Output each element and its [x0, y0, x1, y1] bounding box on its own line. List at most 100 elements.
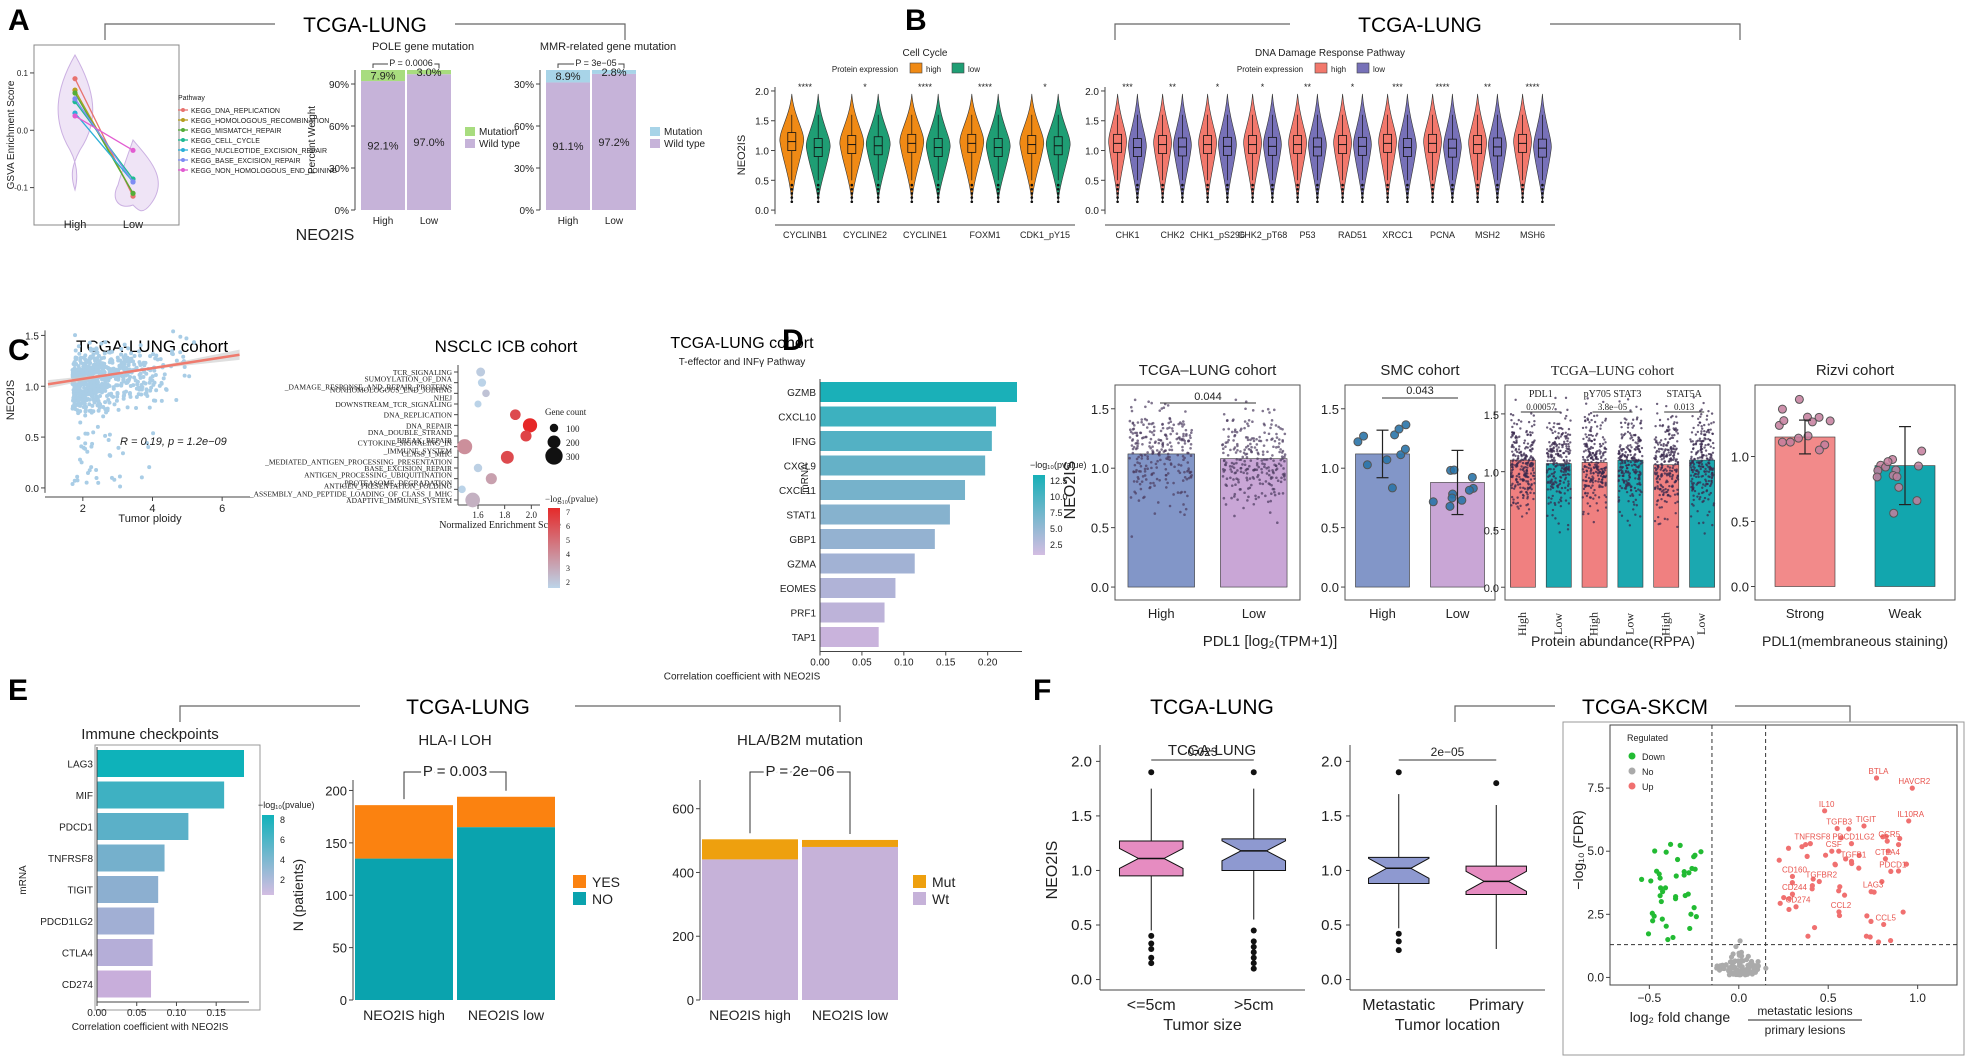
- d4-point: [1530, 462, 1533, 466]
- d4-point: [1510, 495, 1514, 499]
- c1-point: [94, 475, 99, 480]
- d3-point: [1401, 420, 1411, 430]
- d2-xtick-label: Low: [1242, 606, 1266, 621]
- d4-point: [1511, 460, 1514, 463]
- f1-ytick-label: 1.0: [1071, 862, 1092, 879]
- b1-xtick-label: CYCLINB1: [783, 230, 827, 240]
- d4-point: [1661, 464, 1664, 467]
- b2-outlier: [1521, 183, 1524, 187]
- b2-outlier: [1341, 196, 1344, 199]
- d1-legend-title: −log₁₀(pvalue): [1030, 460, 1087, 470]
- e3-title: HLA/B2M mutation: [737, 732, 863, 749]
- d2-point: [1189, 436, 1192, 440]
- b2-xtick-label: PCNA: [1430, 230, 1455, 240]
- d4-point: [1697, 461, 1701, 465]
- d2-point: [1226, 453, 1230, 457]
- d4-point: [1696, 457, 1700, 460]
- d4-point: [1659, 483, 1662, 487]
- d2-point: [1148, 430, 1152, 433]
- d4-point: [1582, 510, 1585, 514]
- c1-point: [83, 431, 88, 436]
- b1-outlier: [1030, 187, 1034, 191]
- e1-category-label: CTLA4: [62, 949, 94, 960]
- a1-legend-title: Pathway: [178, 95, 205, 102]
- c1-point: [114, 367, 119, 372]
- d2-point: [1245, 446, 1248, 449]
- header-d: TCGA-LUNG cohort: [670, 335, 814, 352]
- a1-ytick-label: 0.0: [17, 126, 29, 135]
- d4-point: [1552, 468, 1556, 471]
- d4-point: [1515, 480, 1519, 484]
- b1-outlier: [1030, 192, 1034, 195]
- d4-point: [1515, 464, 1519, 468]
- c1-point: [103, 433, 108, 438]
- d2-point: [1139, 470, 1142, 473]
- d2-point: [1246, 444, 1250, 448]
- f3-point-up: [1786, 896, 1792, 902]
- b2-outlier: [1406, 200, 1409, 204]
- d4-point: [1705, 430, 1708, 434]
- f3-point-up: [1789, 880, 1795, 886]
- d1-category-label: PRF1: [790, 609, 816, 620]
- c2-size-legend-dot: [547, 435, 561, 449]
- b2-outlier: [1136, 192, 1139, 195]
- c1-xtick-label: 2: [80, 503, 86, 515]
- d4-point: [1520, 515, 1524, 518]
- d4-point: [1567, 452, 1571, 456]
- d4-point: [1711, 441, 1715, 445]
- b2-outlier: [1316, 200, 1319, 204]
- d4-point: [1527, 420, 1531, 424]
- d4-point: [1698, 465, 1701, 468]
- f3-gene-label: CCL2: [1831, 901, 1852, 910]
- d4-point: [1710, 479, 1713, 482]
- d4-point: [1558, 482, 1562, 485]
- d4-point: [1569, 487, 1572, 491]
- d4-point: [1520, 465, 1523, 468]
- d4-point: [1532, 467, 1535, 470]
- d4-point: [1710, 456, 1713, 459]
- b2-outlier: [1136, 187, 1139, 191]
- c1-point: [182, 373, 187, 378]
- d4-point: [1672, 444, 1675, 447]
- d4-point: [1656, 481, 1660, 484]
- c1-point: [152, 368, 157, 373]
- d4-point: [1558, 531, 1561, 534]
- d4-point: [1629, 453, 1632, 457]
- d4-point: [1591, 451, 1594, 455]
- c2-xtick-label: 1.6: [472, 510, 484, 520]
- a1-violin-high: [57, 53, 94, 192]
- c1-point: [122, 342, 127, 347]
- f3-point-up: [1848, 841, 1855, 847]
- f3-point-no: [1736, 970, 1742, 977]
- d2-point: [1135, 431, 1139, 435]
- d4-point: [1529, 478, 1533, 481]
- d4-point: [1626, 519, 1629, 522]
- f1-outlier: [1148, 960, 1155, 967]
- d4-point: [1587, 466, 1590, 470]
- b1-outlier: [1056, 183, 1060, 187]
- d4-point: [1628, 524, 1632, 527]
- d4-point: [1618, 489, 1621, 493]
- c1-point: [134, 365, 139, 370]
- f3-gene-label: CD244: [1782, 883, 1807, 892]
- b2-outlier: [1521, 187, 1524, 191]
- b1-outlier: [936, 187, 940, 191]
- d2-point: [1140, 418, 1144, 421]
- d2-point: [1148, 445, 1151, 448]
- d4-point: [1533, 423, 1536, 427]
- d4-point: [1697, 475, 1700, 479]
- d4-point: [1659, 522, 1662, 525]
- a1-xtick-label: Low: [123, 219, 143, 231]
- d2-point: [1275, 476, 1278, 480]
- d4-point: [1569, 496, 1572, 500]
- d5-point: [1807, 417, 1817, 427]
- e2-ytick-label: 100: [325, 888, 347, 903]
- d4-point: [1640, 426, 1643, 430]
- c1-point: [187, 374, 192, 379]
- d4-point: [1587, 476, 1591, 480]
- d4-point: [1557, 432, 1560, 435]
- d2-point: [1270, 492, 1273, 496]
- d4-point: [1604, 441, 1607, 444]
- c1-annotation: R = 0.19, p = 1.2e−09: [120, 436, 227, 448]
- d2-point: [1187, 451, 1190, 455]
